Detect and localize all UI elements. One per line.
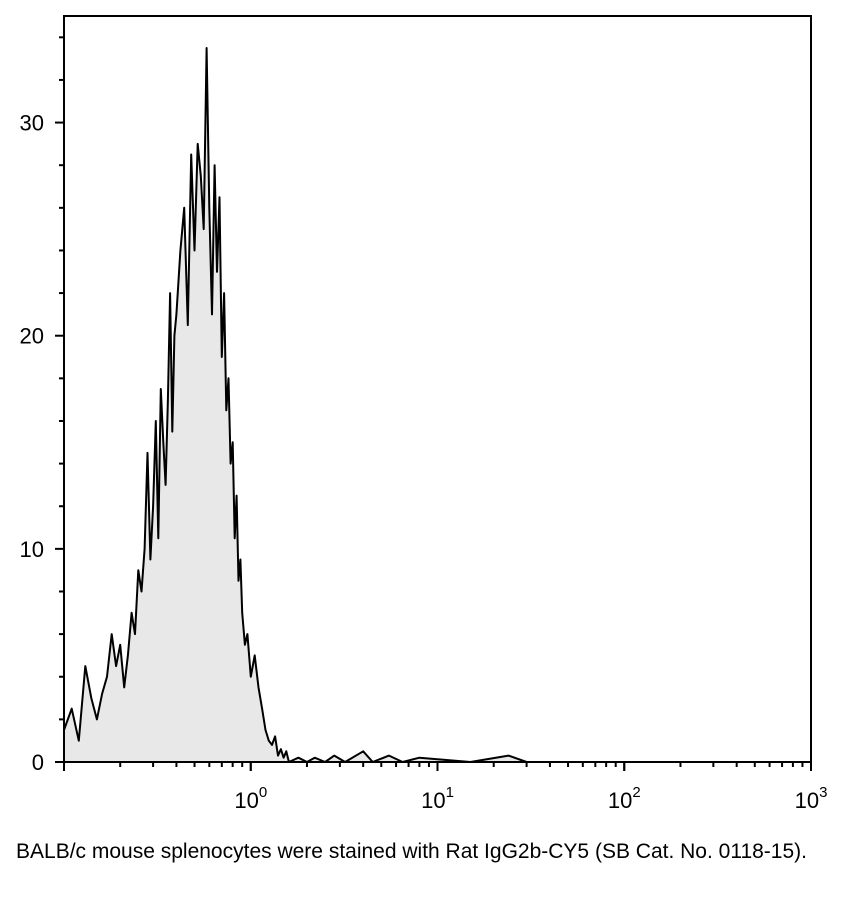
- y-axis: 0 10 20 30: [20, 36, 64, 775]
- figure-caption: BALB/c mouse splenocytes were stained wi…: [16, 840, 807, 863]
- histogram-outline: [63, 47, 811, 763]
- histogram-fill: [64, 48, 811, 762]
- y-tick-label: 30: [20, 111, 44, 136]
- x-tick-label: 100: [234, 784, 267, 813]
- y-tick-label: 20: [20, 324, 44, 349]
- x-tick-label: 103: [795, 784, 828, 813]
- x-tick-label: 102: [608, 784, 641, 813]
- x-axis: 100 101 102 103: [63, 762, 828, 813]
- y-tick-label: 0: [32, 750, 44, 775]
- x-tick-label: 101: [421, 784, 454, 813]
- y-tick-label: 10: [20, 537, 44, 562]
